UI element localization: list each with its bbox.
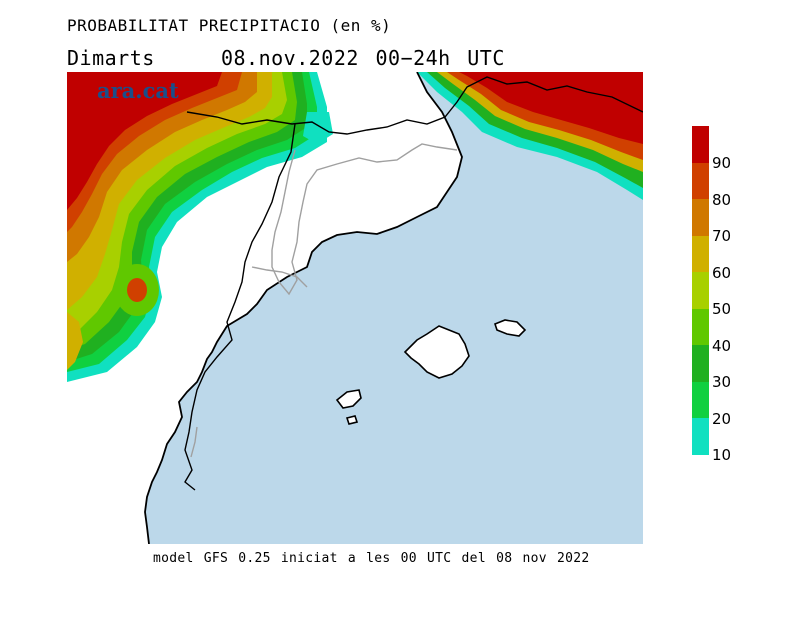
model-info-footer: model GFS 0.25 iniciat a les 00 UTC del …: [153, 551, 589, 566]
scale-70-80: [692, 199, 709, 236]
scale-label-80: 80: [712, 191, 731, 209]
ara-cat-logo: ara.cat: [97, 78, 179, 103]
scale-90-100: [692, 126, 709, 163]
scale-50-60: [692, 272, 709, 309]
precip-blob-west-inner: [127, 278, 147, 302]
map-title: PROBABILITAT PRECIPITACIO (en %): [67, 16, 391, 35]
scale-label-60: 60: [712, 264, 731, 282]
scale-label-70: 70: [712, 227, 731, 245]
scale-label-90: 90: [712, 154, 731, 172]
scale-80-90: [692, 163, 709, 200]
scale-label-40: 40: [712, 337, 731, 355]
scale-label-30: 30: [712, 373, 731, 391]
scale-10-20: [692, 418, 709, 455]
map-subtitle: Dimarts 08.nov.2022 00−24h UTC: [67, 46, 505, 70]
scale-60-70: [692, 236, 709, 273]
map-canvas: [67, 72, 643, 544]
scale-label-10: 10: [712, 446, 731, 464]
scale-30-40: [692, 345, 709, 382]
day-label: Dimarts: [67, 46, 155, 70]
forecast-map: [67, 72, 643, 544]
date-range-label: 08.nov.2022 00−24h UTC: [221, 46, 505, 70]
scale-20-30: [692, 382, 709, 419]
scale-label-20: 20: [712, 410, 731, 428]
scale-40-50: [692, 309, 709, 346]
scale-label-50: 50: [712, 300, 731, 318]
formentera-island: [347, 416, 357, 424]
color-scale-bar: [692, 126, 709, 455]
